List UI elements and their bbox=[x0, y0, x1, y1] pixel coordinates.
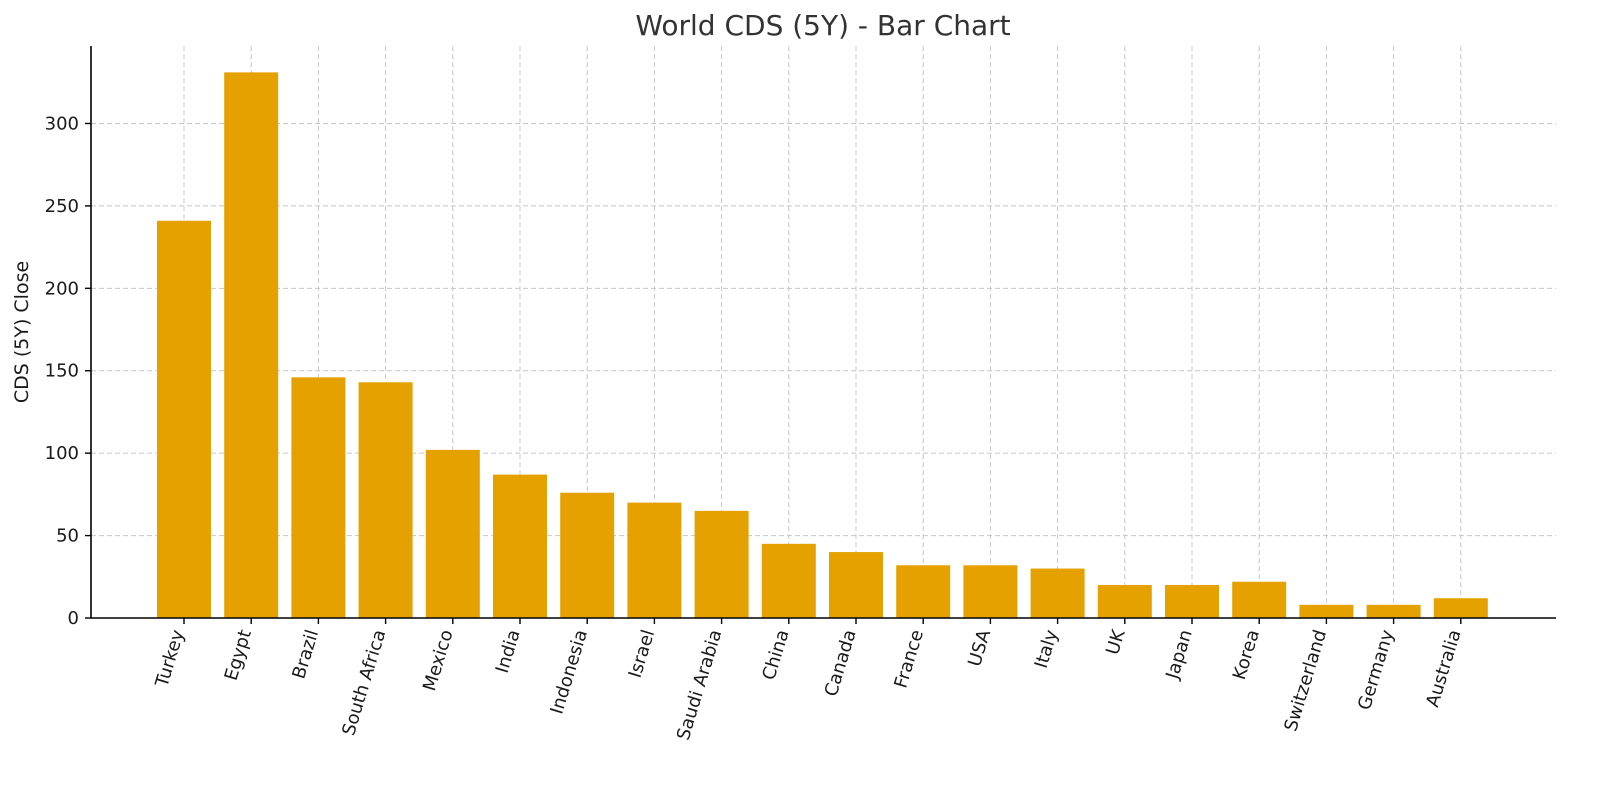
x-tick-label: Turkey bbox=[151, 627, 189, 690]
bar-france bbox=[896, 565, 951, 618]
bar-australia bbox=[1433, 598, 1488, 618]
x-tick-label: Israel bbox=[625, 627, 659, 680]
bar-germany bbox=[1366, 604, 1421, 618]
x-tick-label: Brazil bbox=[288, 627, 323, 681]
bar-italy bbox=[1030, 568, 1085, 618]
y-tick-label: 100 bbox=[45, 443, 79, 464]
x-tick-label: Saudi Arabia bbox=[673, 627, 726, 742]
x-tick-label: India bbox=[492, 627, 525, 675]
y-axis-title: CDS (5Y) Close bbox=[11, 261, 33, 403]
bar-switzerland bbox=[1299, 604, 1354, 618]
bar-indonesia bbox=[560, 492, 615, 618]
x-ticks: Turkey Egypt Brazil South Africa Mexico India… bbox=[151, 618, 1466, 743]
x-tick-label: Indonesia bbox=[546, 627, 592, 716]
x-tick-label: Japan bbox=[1162, 627, 1197, 682]
x-tick-label: Australia bbox=[1422, 627, 1465, 709]
x-tick-label: France bbox=[890, 627, 928, 690]
y-tick-label: 150 bbox=[45, 361, 79, 382]
x-tick-label: USA bbox=[964, 627, 995, 669]
bar-china bbox=[761, 543, 816, 618]
y-tick-label: 250 bbox=[45, 196, 79, 217]
x-tick-label: Germany bbox=[1354, 627, 1398, 713]
x-tick-label: South Africa bbox=[338, 627, 390, 738]
y-tick-label: 50 bbox=[56, 526, 79, 547]
bar-turkey bbox=[157, 220, 211, 618]
bar-egypt bbox=[224, 72, 279, 619]
chart-title: World CDS (5Y) - Bar Chart bbox=[635, 9, 1010, 42]
y-tick-label: 300 bbox=[45, 113, 79, 134]
bar-japan bbox=[1165, 585, 1219, 618]
bar-saudi-arabia bbox=[694, 510, 749, 618]
bar-israel bbox=[627, 502, 682, 618]
y-ticks: 0 50 100 150 200 250 300 bbox=[45, 113, 91, 629]
x-tick-label: UK bbox=[1102, 626, 1130, 657]
x-tick-label: Switzerland bbox=[1280, 627, 1331, 734]
x-tick-label: Canada bbox=[821, 627, 861, 699]
y-tick-label: 200 bbox=[45, 278, 79, 299]
bar-south-africa bbox=[358, 382, 413, 618]
x-tick-label: Italy bbox=[1031, 627, 1063, 671]
y-tick-label: 0 bbox=[68, 608, 79, 629]
x-tick-label: Korea bbox=[1229, 627, 1264, 682]
bar-brazil bbox=[291, 377, 346, 618]
bar-korea bbox=[1232, 581, 1287, 618]
bar-canada bbox=[829, 552, 883, 618]
bar-uk bbox=[1097, 585, 1152, 618]
bar-usa bbox=[963, 565, 1018, 618]
x-tick-label: China bbox=[758, 627, 793, 682]
bars bbox=[157, 72, 1488, 619]
x-tick-label: Egypt bbox=[221, 627, 256, 683]
bar-india bbox=[493, 474, 547, 618]
axes bbox=[90, 46, 1556, 619]
x-tick-label: Mexico bbox=[419, 627, 457, 693]
bar-mexico bbox=[425, 449, 480, 618]
